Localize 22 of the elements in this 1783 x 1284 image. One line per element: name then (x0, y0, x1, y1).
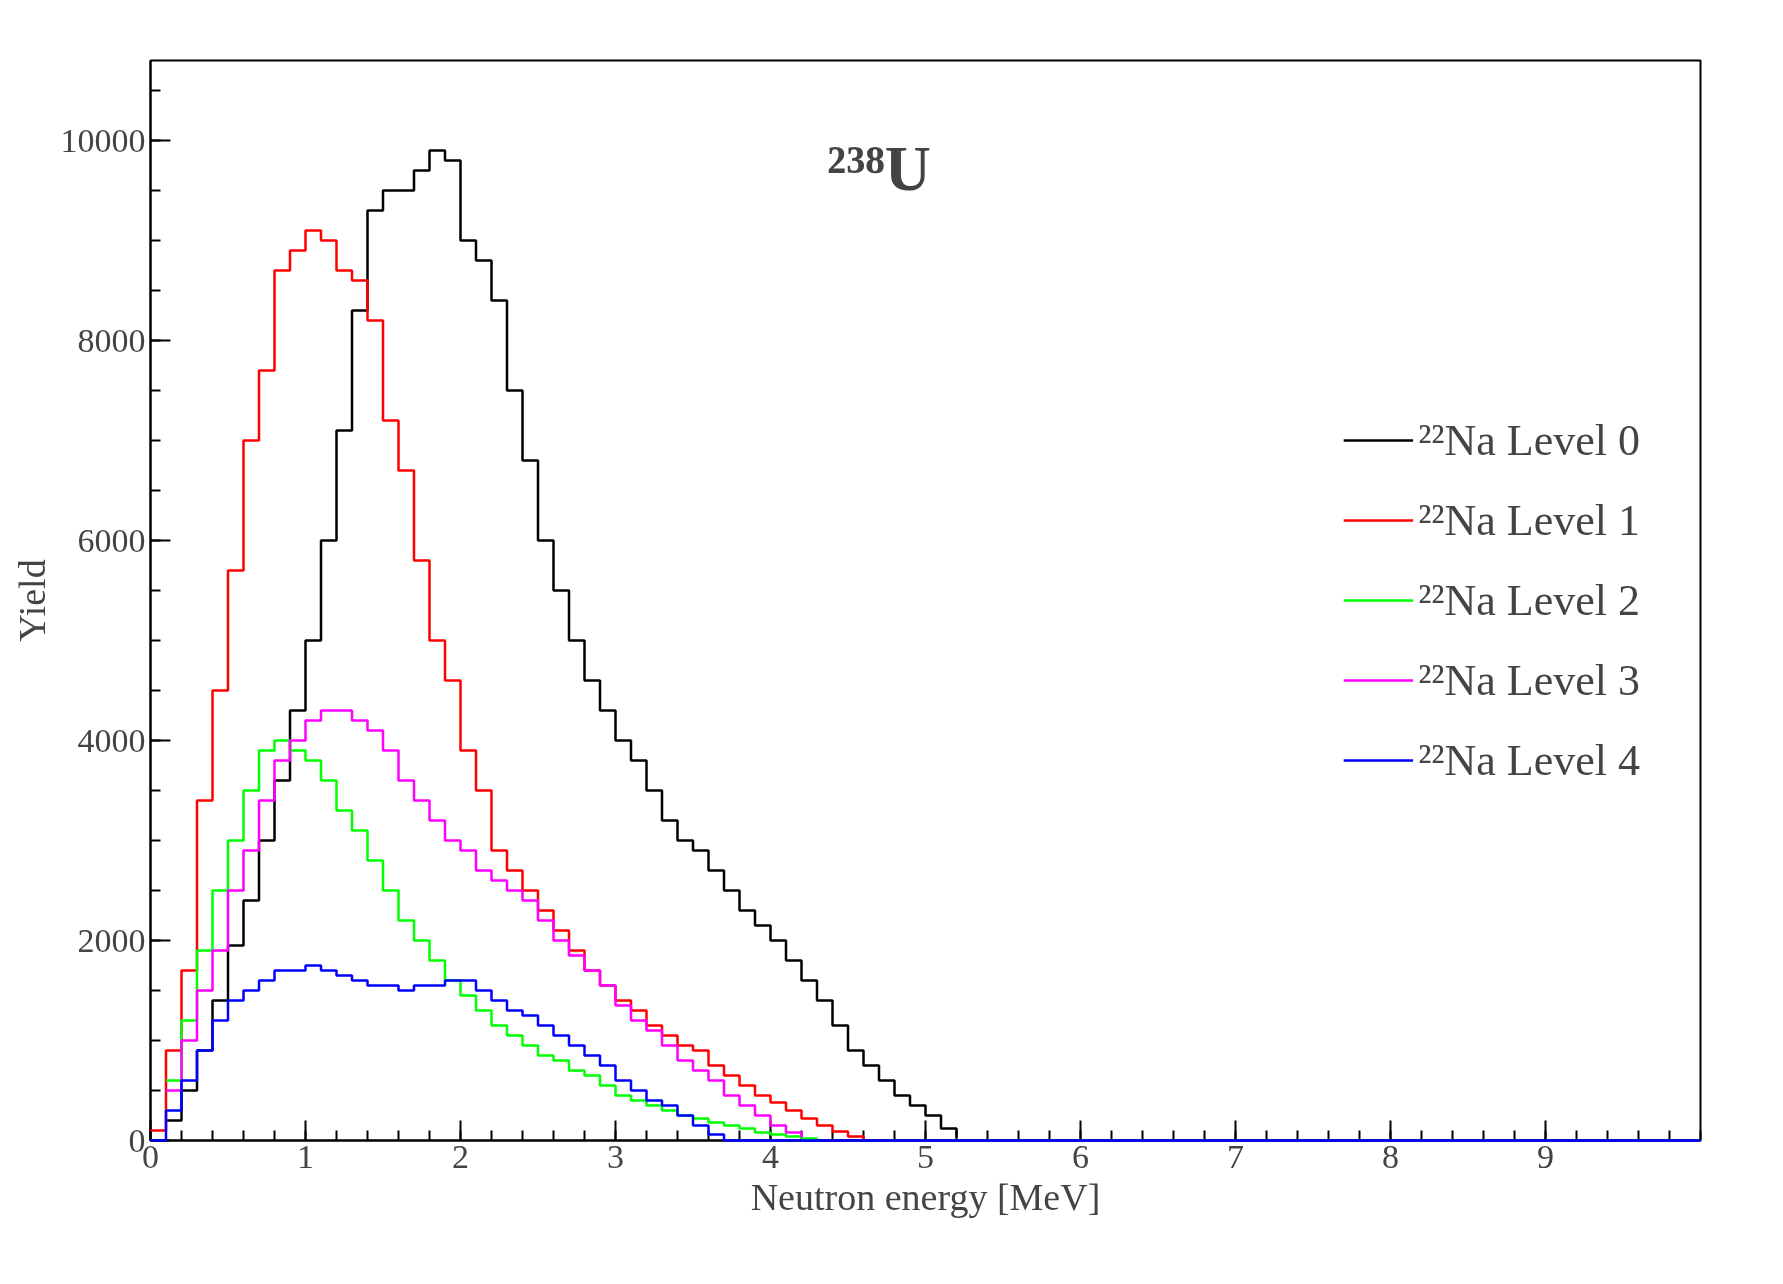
text: ²³⁸U (827, 133, 931, 204)
y-axis-title: Yield (10, 559, 53, 642)
x-tick-label: 9 (1537, 1137, 1554, 1175)
x-axis-title: Neutron energy [MeV] (750, 1175, 1101, 1218)
y-tick-label: 4000 (77, 721, 146, 759)
y-tick-label: 2000 (77, 921, 146, 959)
x-tick-label: 5 (917, 1137, 934, 1175)
y-tick-label: 6000 (77, 521, 146, 559)
y-tick-label: 10000 (60, 121, 146, 159)
legend-label: ²²Na Level 3 (1418, 654, 1640, 706)
x-tick-label: 2 (452, 1137, 469, 1175)
legend-label: ²²Na Level 0 (1418, 414, 1640, 466)
x-tick-label: 8 (1382, 1137, 1399, 1175)
legend-label: ²²Na Level 1 (1418, 494, 1640, 546)
legend-label: ²²Na Level 4 (1418, 734, 1640, 786)
y-tick-label: 8000 (77, 321, 146, 359)
legend-label: ²²Na Level 2 (1418, 574, 1640, 626)
x-tick-label: 7 (1227, 1137, 1244, 1175)
x-tick-label: 1 (297, 1137, 314, 1175)
x-tick-label: 4 (762, 1137, 779, 1175)
x-tick-label: 6 (1072, 1137, 1089, 1175)
x-tick-label: 3 (607, 1137, 624, 1175)
